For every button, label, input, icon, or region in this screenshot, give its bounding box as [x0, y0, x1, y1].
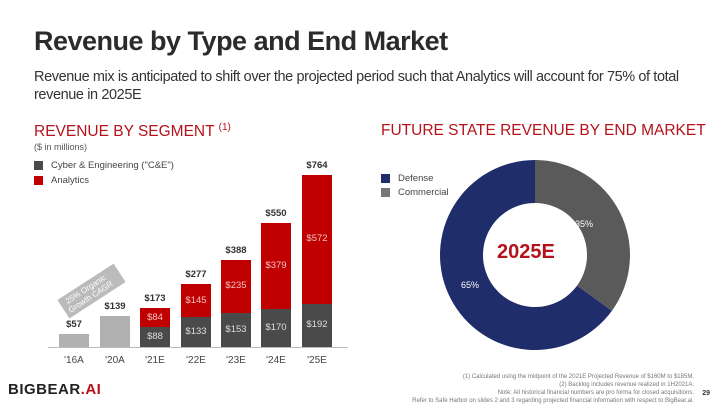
x-tick-label: '16A — [64, 355, 84, 366]
x-tick-label: '22E — [186, 355, 206, 366]
bar-historical — [59, 334, 89, 347]
footnote-ref: (1) — [218, 122, 231, 133]
bar-analytics — [181, 284, 211, 318]
donut-center-label: 2025E — [497, 241, 555, 263]
bar-value-label: $84 — [147, 311, 163, 323]
bar-total-label: $277 — [185, 269, 207, 281]
bar-value-label: $572 — [306, 233, 328, 245]
footnotes: (1) Calculated using the midpoint of the… — [412, 373, 694, 405]
bar-analytics — [261, 223, 291, 309]
x-tick-label: '20A — [105, 355, 125, 366]
x-tick-label: '24E — [266, 355, 286, 366]
bar-total-label: $57 — [66, 319, 82, 331]
page-subtitle: Revenue mix is anticipated to shift over… — [34, 69, 679, 103]
x-axis — [48, 347, 348, 348]
legend-commercial: Commercial — [381, 187, 449, 198]
endmarket-donut — [440, 160, 630, 350]
commercial-pct: 35% — [575, 219, 594, 229]
bar-historical — [100, 315, 130, 347]
segment-title: REVENUE BY SEGMENT (1) — [34, 122, 231, 141]
page-title: Revenue by Type and End Market — [34, 26, 448, 56]
legend-label: Defense — [398, 173, 434, 184]
units-label: ($ in millions) — [34, 142, 88, 152]
bar-ce — [140, 327, 170, 347]
bar-value-label: $88 — [147, 331, 163, 343]
legend-label: Cyber & Engineering ("C&E") — [51, 160, 174, 171]
donut-slice-commercial — [535, 160, 630, 311]
bar-analytics — [221, 259, 251, 313]
bar-total-label: $173 — [144, 293, 166, 305]
x-tick-label: '25E — [307, 355, 327, 366]
endmarket-title: FUTURE STATE REVENUE BY END MARKET — [381, 122, 706, 139]
bigbear-logo: BIGBEAR.AI — [8, 381, 101, 398]
bar-value-label: $192 — [306, 319, 328, 331]
bar-total-label: $764 — [306, 160, 328, 172]
bar-value-label: $170 — [265, 321, 287, 333]
logo-suffix: .AI — [80, 381, 102, 398]
bar-total-label: $550 — [265, 208, 287, 220]
legend-label: Analytics — [51, 175, 90, 186]
bar-value-label: $145 — [185, 294, 207, 306]
segment-title-text: REVENUE BY SEGMENT — [34, 123, 215, 141]
logo-text: BIGBEAR — [8, 381, 81, 398]
bar-value-label: $133 — [185, 326, 207, 338]
x-tick-label: '23E — [226, 355, 246, 366]
defense-pct: 65% — [461, 280, 480, 290]
bar-ce — [302, 303, 332, 347]
bar-analytics — [140, 308, 170, 328]
bar-value-label: $379 — [265, 260, 287, 272]
donut-slice-defense — [440, 160, 612, 350]
bar-ce — [261, 308, 291, 347]
bar-total-label: $388 — [225, 244, 247, 256]
footnote: (1) Calculated using the midpoint of the… — [462, 374, 694, 380]
bar-value-label: $153 — [225, 323, 247, 335]
footnote: Note: All historical financial numbers a… — [497, 390, 694, 396]
bar-total-label: $139 — [104, 300, 126, 312]
bar-analytics — [302, 175, 332, 304]
bar-ce — [221, 312, 251, 347]
legend-ce: Cyber & Engineering ("C&E") — [34, 160, 174, 171]
footnote: (2) Backlog includes revenue realized in… — [559, 382, 694, 388]
legend-analytics: Analytics — [34, 175, 89, 186]
page-number: 29 — [702, 390, 710, 397]
bar-value-label: $235 — [225, 280, 247, 292]
footnote: Refer to Safe Harbor on slides 2 and 3 r… — [412, 398, 694, 404]
bar-ce — [181, 317, 211, 347]
legend-label: Commercial — [398, 187, 449, 198]
x-tick-label: '21E — [145, 355, 165, 366]
legend-defense: Defense — [381, 173, 433, 184]
